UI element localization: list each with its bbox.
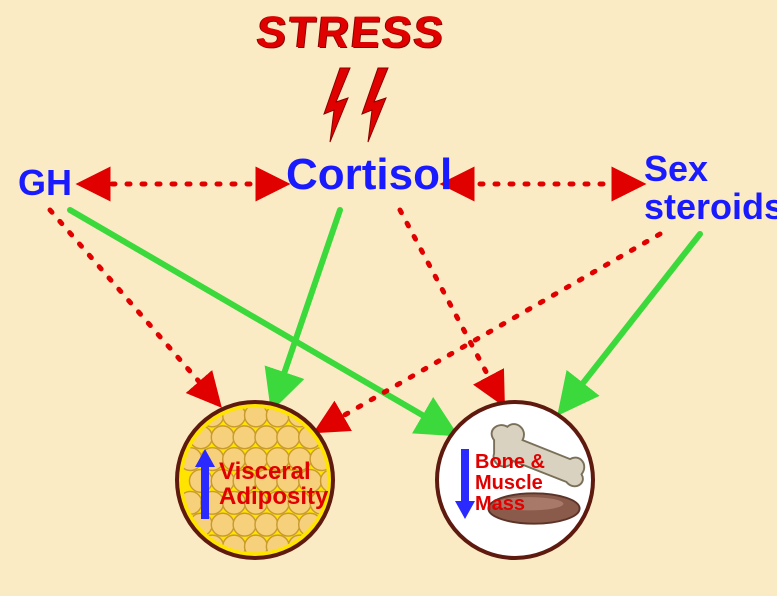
node-gh: GH [18, 164, 72, 202]
node-visceral-adiposity: Visceral Adiposity [175, 400, 335, 560]
down-arrow-icon [453, 449, 477, 519]
edge-cortisol-visceral [275, 210, 340, 400]
diagram-svg [0, 0, 777, 596]
edge-gh-bone [70, 210, 448, 430]
edge-gh-visceral [50, 210, 215, 400]
title-stress: STRESS [255, 10, 448, 56]
node-bone-muscle-mass: Bone & Muscle Mass [435, 400, 595, 560]
edge-sex-bone [565, 234, 700, 406]
edge-cortisol-bone [400, 210, 500, 398]
bone-muscle-label: Bone & Muscle Mass [475, 452, 591, 515]
up-arrow-icon [193, 449, 217, 519]
edge-sex-visceral [322, 234, 660, 428]
visceral-label: Visceral Adiposity [219, 459, 331, 509]
node-sex-steroids: Sex steroids [644, 150, 777, 226]
node-cortisol: Cortisol [286, 152, 452, 198]
